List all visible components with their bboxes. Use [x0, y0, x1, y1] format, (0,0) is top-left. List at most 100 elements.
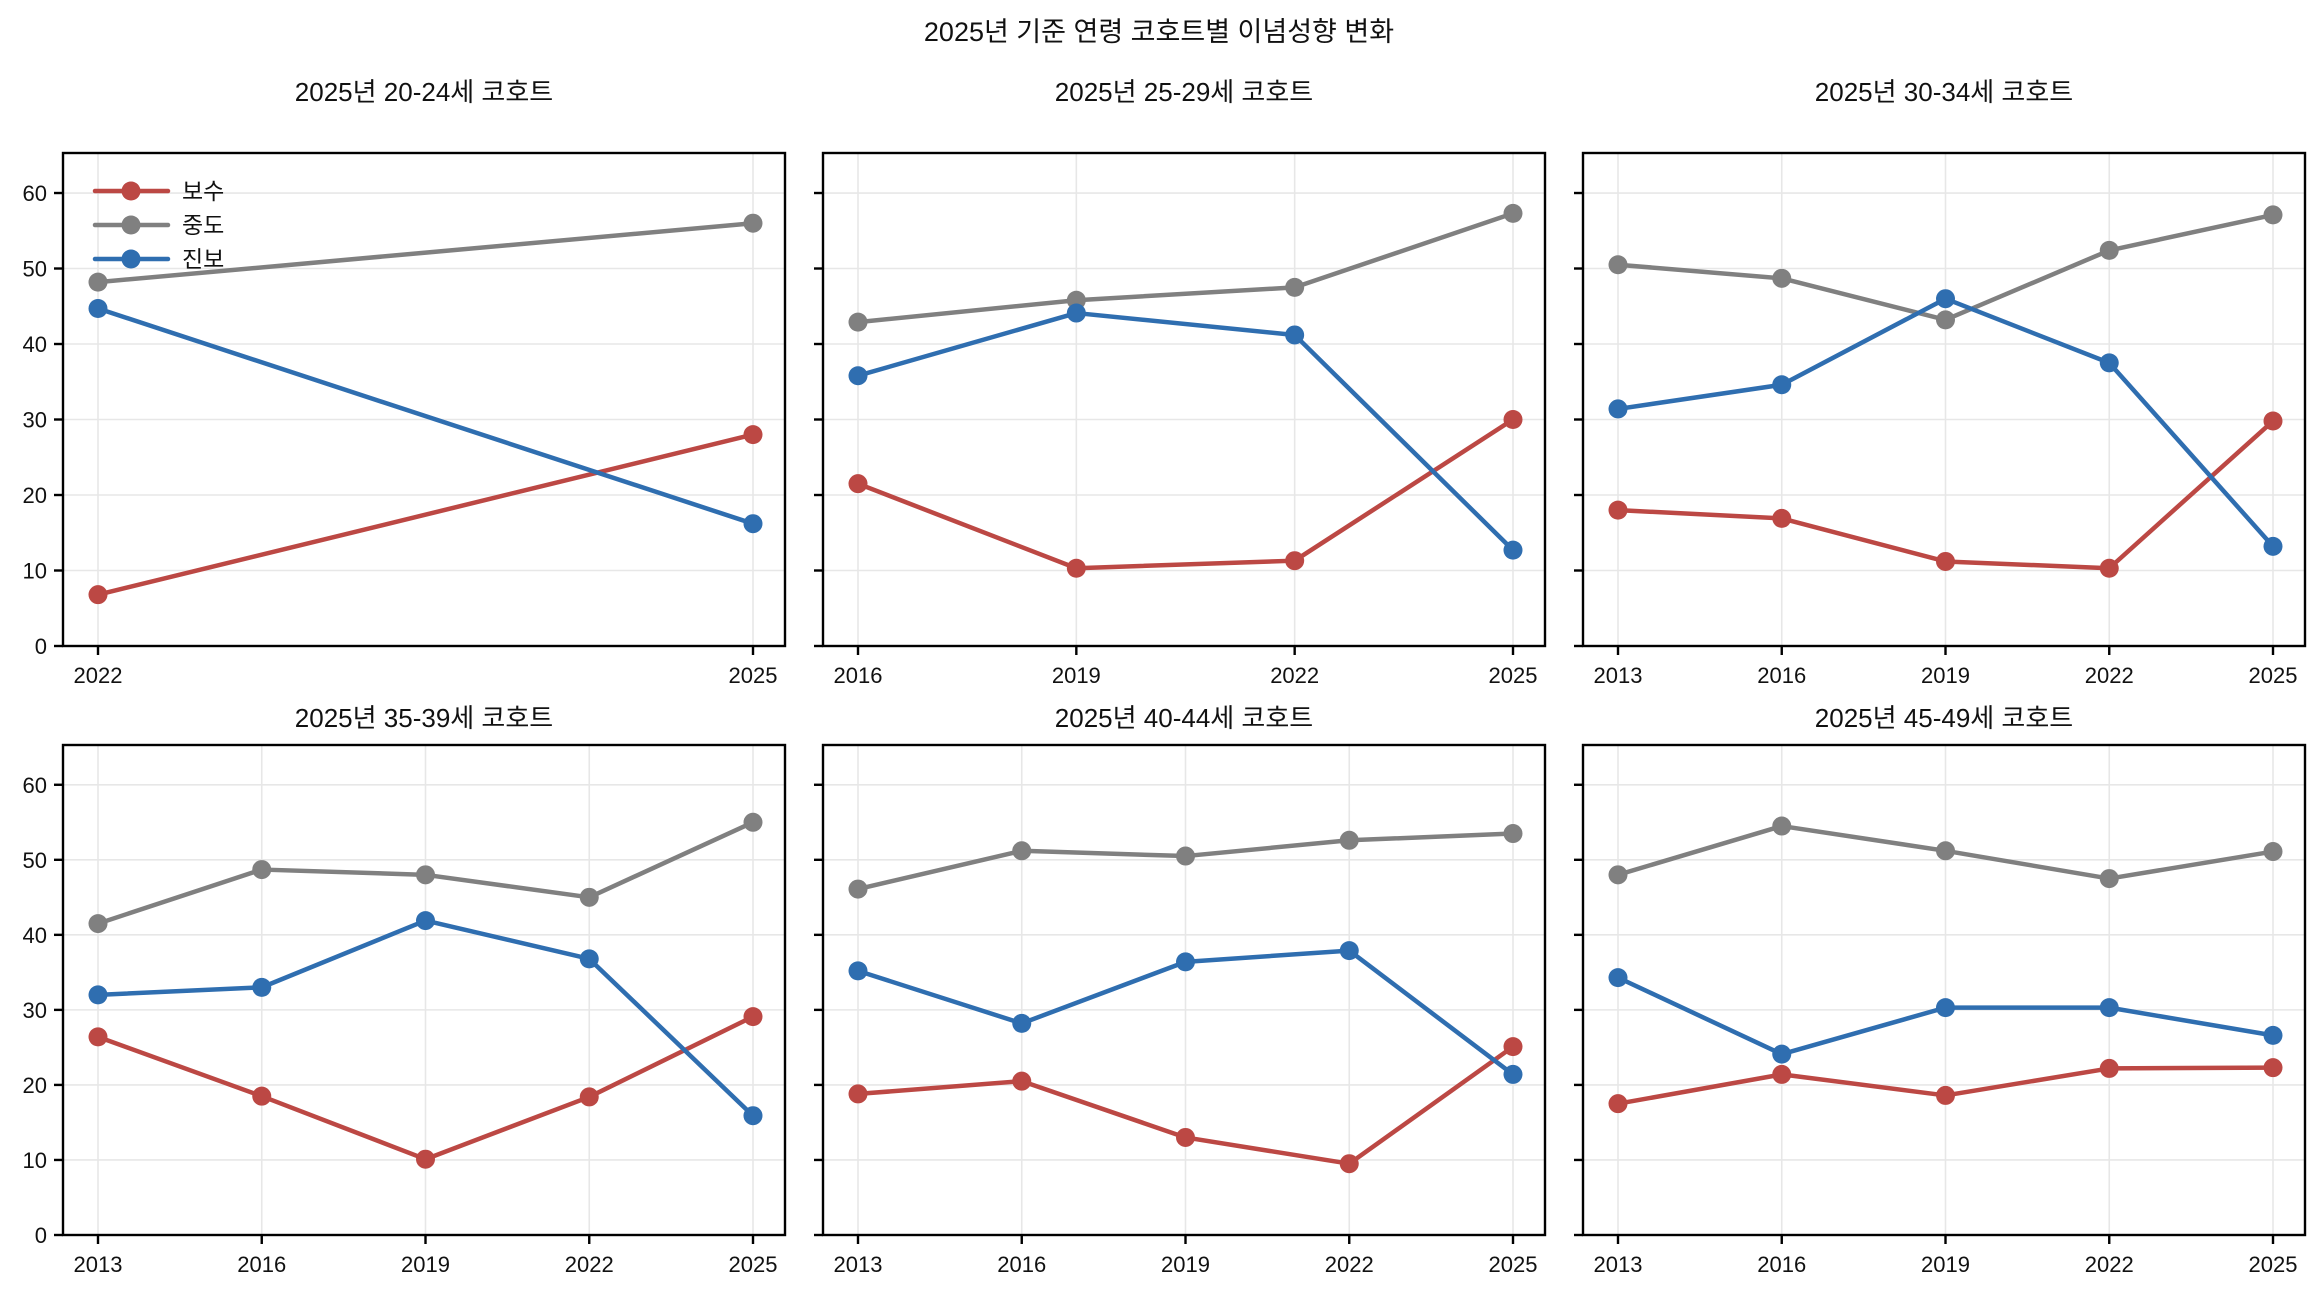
- data-point-보수: [1285, 551, 1305, 571]
- x-tick-label: 2022: [1270, 663, 1319, 688]
- y-tick-label: 0: [35, 1223, 47, 1248]
- data-point-중도: [2099, 869, 2119, 889]
- data-point-진보: [1936, 998, 1955, 1018]
- data-point-보수: [1066, 558, 1086, 578]
- series-line-중도: [95, 220, 756, 285]
- x-tick-label: 2022: [1325, 1252, 1374, 1277]
- x-tick-label: 2025: [1489, 1252, 1538, 1277]
- x-tick-label: 2019: [1921, 663, 1970, 688]
- data-point-진보: [1936, 289, 1955, 309]
- data-point-진보: [1608, 968, 1628, 988]
- y-tick-label: 10: [23, 1148, 47, 1173]
- data-point-보수: [743, 1007, 763, 1027]
- data-point-중도: [1772, 268, 1792, 288]
- legend-marker: [121, 249, 141, 269]
- subplot-2025년-25-29세-코호트: 2016 2019 2022 2025 2025년 25-29세 코호트: [814, 77, 1547, 688]
- data-point-보수: [848, 1084, 868, 1104]
- x-tick-label: 2013: [74, 1252, 123, 1277]
- data-point-진보: [88, 299, 108, 319]
- y-tick-label: 30: [23, 408, 47, 433]
- x-tick-label: 2025: [729, 1252, 778, 1277]
- data-point-보수: [1772, 1064, 1792, 1084]
- legend-label: 진보: [182, 246, 224, 272]
- data-point-중도: [1012, 841, 1032, 861]
- x-tick-label: 2013: [834, 1252, 883, 1277]
- data-point-중도: [2263, 842, 2283, 862]
- data-point-진보: [579, 949, 599, 969]
- data-point-진보: [1772, 375, 1792, 395]
- data-point-보수: [1936, 551, 1955, 571]
- data-point-진보: [2263, 536, 2283, 556]
- x-tick-label: 2019: [1161, 1252, 1210, 1277]
- data-point-진보: [848, 366, 868, 386]
- data-point-진보: [743, 1106, 763, 1126]
- subplot-title: 2025년 40-44세 코호트: [1055, 703, 1313, 733]
- legend-label: 보수: [182, 178, 224, 204]
- data-point-보수: [579, 1087, 599, 1107]
- data-point-보수: [88, 585, 108, 605]
- data-point-보수: [1503, 410, 1523, 430]
- y-tick-label: 60: [23, 773, 47, 798]
- data-point-중도: [2263, 205, 2283, 225]
- y-tick-label: 40: [23, 923, 47, 948]
- x-tick-label: 2022: [565, 1252, 614, 1277]
- y-tick-label: 50: [23, 257, 47, 282]
- data-point-보수: [88, 1027, 108, 1047]
- x-tick-label: 2016: [1757, 663, 1806, 688]
- data-point-진보: [252, 977, 272, 997]
- data-point-보수: [1012, 1071, 1032, 1091]
- x-tick-label: 2019: [1052, 663, 1101, 688]
- y-tick-label: 20: [23, 483, 47, 508]
- series-line-보수: [855, 417, 1516, 571]
- y-tick-label: 20: [23, 1073, 47, 1098]
- x-tick-label: 2019: [1921, 1252, 1970, 1277]
- series-line-진보: [95, 306, 756, 526]
- x-tick-label: 2025: [2249, 1252, 2298, 1277]
- y-tick-label: 60: [23, 181, 47, 206]
- subplot-title: 2025년 35-39세 코호트: [295, 703, 553, 733]
- legend-label: 중도: [182, 212, 224, 238]
- subplot-2025년-20-24세-코호트: 2022 2025 0 10 20 30 40 50 60 2025년 20-24세 코호트보수중…: [23, 77, 787, 688]
- data-point-보수: [743, 425, 763, 445]
- data-point-보수: [1772, 508, 1792, 528]
- data-point-진보: [88, 985, 108, 1005]
- data-point-중도: [743, 812, 763, 832]
- data-point-중도: [1503, 203, 1523, 223]
- plot-border: [1581, 151, 2307, 648]
- legend-item-중도: 중도: [92, 212, 224, 238]
- subplot-title: 2025년 30-34세 코호트: [1815, 77, 2073, 107]
- x-tick-label: 2016: [1757, 1252, 1806, 1277]
- plot-border: [61, 743, 787, 1237]
- x-tick-label: 2019: [401, 1252, 450, 1277]
- subplot-2025년-30-34세-코호트: 2013 2016 2019 2022 2025 2025년 30-34세 코호트: [1574, 77, 2307, 688]
- data-point-보수: [2263, 411, 2283, 431]
- data-point-진보: [1503, 1064, 1523, 1084]
- data-point-진보: [1503, 540, 1523, 560]
- data-point-보수: [1339, 1154, 1359, 1174]
- x-tick-label: 2013: [1594, 1252, 1643, 1277]
- legend-item-진보: 진보: [92, 246, 224, 272]
- x-tick-label: 2016: [997, 1252, 1046, 1277]
- subplot-title: 2025년 20-24세 코호트: [295, 77, 553, 107]
- y-tick-label: 0: [35, 634, 47, 659]
- data-point-진보: [743, 514, 763, 534]
- data-point-진보: [1012, 1013, 1032, 1033]
- data-point-진보: [1339, 941, 1359, 961]
- subplot-title: 2025년 45-49세 코호트: [1815, 703, 2073, 733]
- data-point-중도: [1339, 830, 1359, 850]
- series-line-진보: [855, 310, 1516, 553]
- x-tick-label: 2013: [1594, 663, 1643, 688]
- plot-border: [61, 151, 787, 648]
- data-point-중도: [848, 879, 868, 899]
- data-point-보수: [1608, 500, 1628, 520]
- data-point-중도: [2099, 240, 2119, 260]
- data-point-중도: [1936, 841, 1955, 861]
- data-point-진보: [2099, 998, 2119, 1018]
- data-point-중도: [1608, 865, 1628, 885]
- data-point-보수: [416, 1149, 435, 1169]
- plot-border: [821, 743, 1547, 1237]
- data-point-중도: [416, 865, 435, 885]
- subplot-2025년-45-49세-코호트: 2013 2016 2019 2022 2025 2025년 45-49세 코호트: [1574, 703, 2307, 1277]
